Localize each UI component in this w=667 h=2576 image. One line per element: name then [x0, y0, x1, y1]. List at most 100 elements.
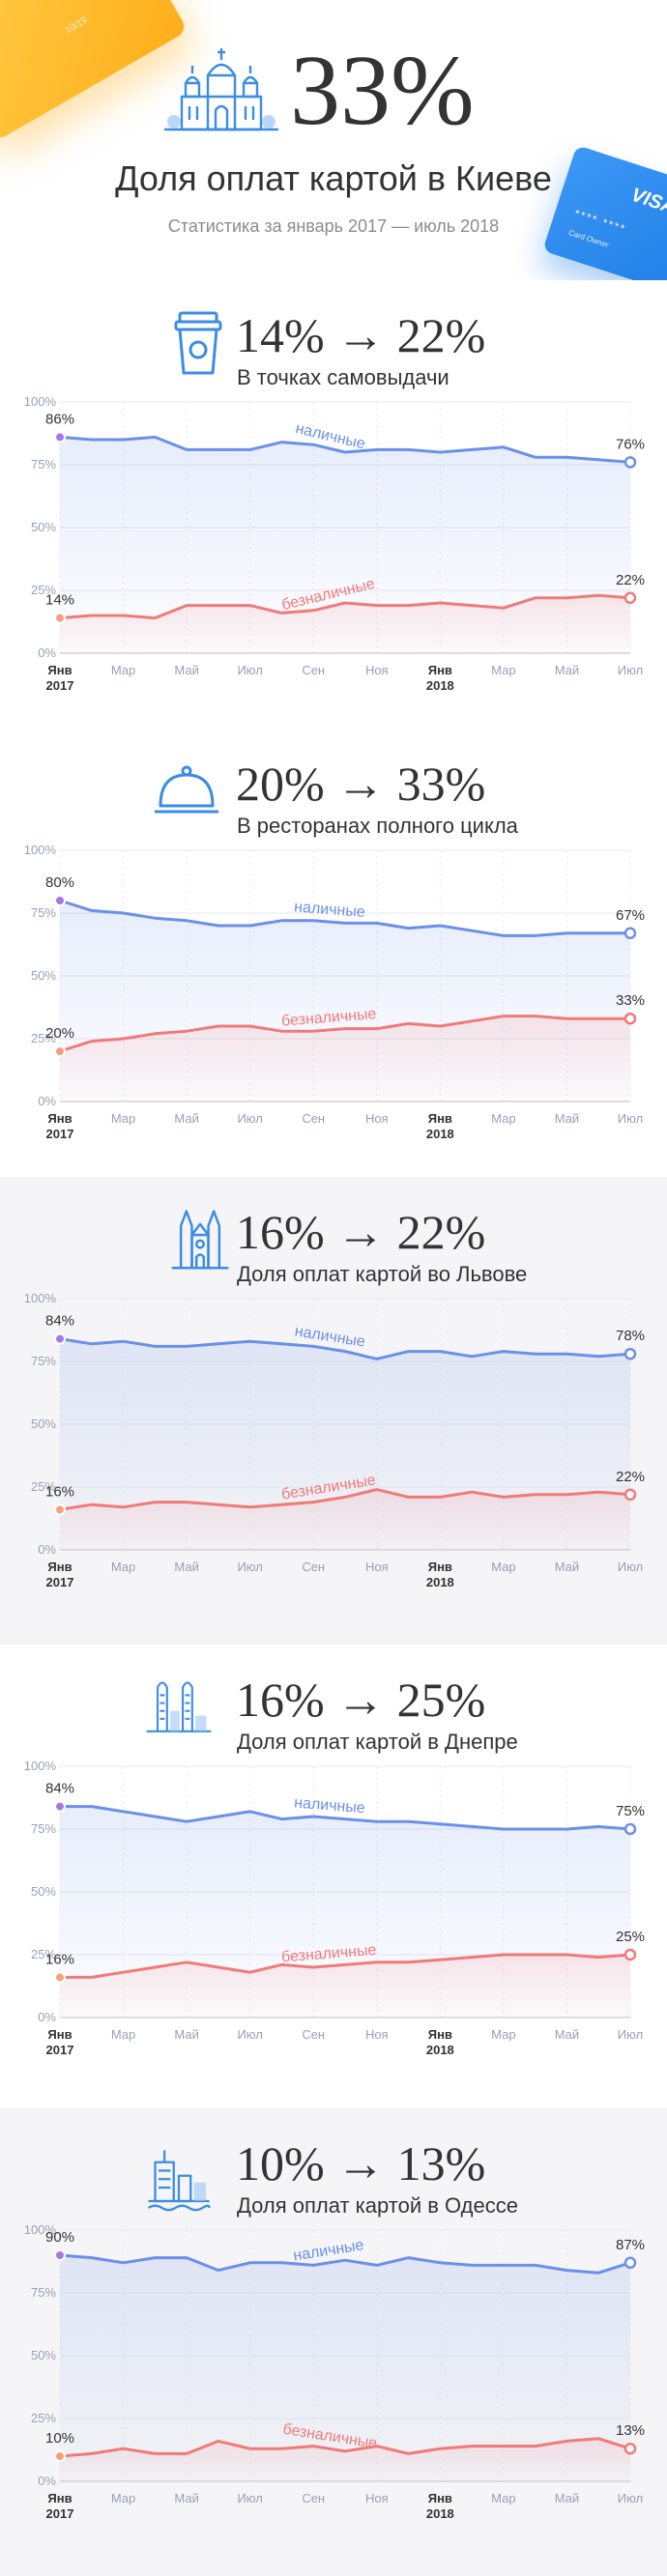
x-tick-label: Июл: [237, 1560, 262, 1574]
cash-line-start-point: [54, 1332, 66, 1345]
x-tick-label: Ноя: [365, 2027, 389, 2042]
y-tick-label: 75%: [31, 905, 56, 920]
section-pickup-points: 14% → 22% В точках самовыдачи 0% 25% 50% 75…: [0, 280, 667, 748]
x-tick-label: Сен: [302, 1560, 325, 1574]
cash-line-end-label: 78%: [616, 1328, 645, 1344]
x-tick-label: Сен: [302, 2027, 325, 2042]
x-tick-label: Мар: [111, 1560, 135, 1574]
hero-big-percentage: 33%: [290, 35, 475, 146]
cloche-icon: [155, 765, 218, 814]
y-tick-label: 75%: [31, 1354, 56, 1368]
y-tick-label: 0%: [38, 2474, 56, 2488]
x-tick-label: Июл: [618, 1560, 643, 1574]
page-title: Доля оплат картой в Киеве: [115, 158, 552, 198]
x-tick-label: Май: [174, 663, 198, 677]
card-line-end-point: [624, 591, 637, 605]
x-tick-label: Май: [174, 2027, 198, 2042]
card-line-start-label: 16%: [45, 1951, 74, 1967]
cash-line-end-label: 67%: [616, 907, 645, 924]
card-line-start-label: 16%: [45, 1483, 74, 1500]
x-tick-label: Мар: [111, 1111, 135, 1126]
x-tick-label: Май: [555, 663, 579, 677]
x-tick-label: Мар: [491, 663, 515, 677]
y-tick-label: 100%: [24, 844, 57, 857]
section-lviv: 16% → 22% Доля оплат картой во Львове 0%…: [0, 1177, 667, 1645]
card-line-start-point: [54, 1971, 66, 1984]
cash-line-area: [60, 2255, 630, 2481]
section-headline: 14% → 22%: [236, 308, 486, 362]
card-line-end-point: [624, 1012, 637, 1025]
card-line: [58, 593, 632, 620]
x-tick-year-label: 2017: [46, 1127, 74, 1141]
x-tick-label: Ноя: [365, 663, 389, 677]
x-tick-label: Мар: [491, 1111, 515, 1126]
x-tick-label: Июл: [618, 1111, 643, 1126]
cash-line-start-point: [54, 895, 66, 906]
y-tick-label: 25%: [31, 1031, 56, 1045]
x-tick-label: Янв: [47, 2491, 72, 2505]
card-line-start-point: [54, 1503, 66, 1516]
hero-header: 10/19 VISA **** **** Card Owner 33% Доля…: [0, 0, 667, 280]
cash-line-series-name: наличные: [294, 1794, 366, 1817]
x-tick-year-label: 2017: [46, 2506, 74, 2521]
card-line-end-label: 22%: [616, 1469, 645, 1485]
card-line: [58, 2437, 632, 2458]
cash-line-start-point: [54, 2249, 66, 2261]
section-subtitle: Доля оплат картой в Одессе: [237, 2193, 518, 2218]
card-line-end-point: [624, 1488, 637, 1502]
y-tick-label: 75%: [31, 2285, 56, 2300]
x-tick-year-label: 2018: [426, 678, 454, 693]
y-tick-label: 50%: [31, 2348, 56, 2362]
x-tick-label: Мар: [111, 2027, 135, 2042]
x-tick-label: Ноя: [365, 2491, 389, 2505]
x-tick-label: Май: [555, 2491, 579, 2505]
cash-line-end-label: 76%: [616, 436, 645, 452]
x-tick-label: Мар: [111, 2491, 135, 2505]
x-tick-label: Июл: [237, 1111, 262, 1126]
x-tick-label: Янв: [428, 1560, 452, 1574]
x-tick-label: Ноя: [365, 1111, 389, 1126]
x-tick-label: Июл: [237, 2491, 262, 2505]
x-tick-label: Янв: [47, 1560, 72, 1574]
yellow-credit-card-decoration: 10/19: [0, 0, 188, 142]
x-tick-label: Июл: [618, 2491, 643, 2505]
y-tick-label: 0%: [38, 1542, 56, 1557]
y-tick-label: 100%: [24, 1293, 57, 1305]
page-subtitle: Статистика за январь 2017 — июль 2018: [167, 216, 500, 236]
card-line-area: [60, 1016, 630, 1102]
y-tick-label: 0%: [38, 645, 56, 660]
card-line-area: [60, 1955, 630, 2018]
cash-line-end-label: 75%: [616, 1803, 645, 1819]
card-line-start-label: 14%: [45, 592, 74, 609]
cash-line: [58, 1337, 632, 1360]
yellow-card-expiry: 10/19: [63, 14, 90, 37]
y-tick-label: 100%: [24, 2224, 57, 2237]
card-line-area: [60, 595, 630, 653]
x-tick-label: Мар: [111, 663, 135, 677]
card-line-start-label: 10%: [45, 2430, 74, 2447]
cash-line: [58, 435, 632, 464]
y-tick-label: 50%: [31, 968, 56, 983]
x-tick-label: Сен: [302, 2491, 325, 2505]
card-line: [58, 1953, 632, 1979]
x-tick-year-label: 2017: [46, 1575, 74, 1589]
y-tick-label: 100%: [24, 1760, 57, 1773]
x-tick-year-label: 2017: [46, 2043, 74, 2057]
x-tick-label: Сен: [302, 663, 325, 677]
section-subtitle: В точках самовыдачи: [237, 365, 450, 389]
y-tick-label: 25%: [31, 2411, 56, 2425]
y-tick-label: 75%: [31, 1821, 56, 1836]
cash-line-start-label: 84%: [45, 1781, 74, 1797]
x-tick-year-label: 2018: [426, 1575, 454, 1589]
x-tick-label: Июл: [237, 663, 262, 677]
section-headline: 10% → 13%: [236, 2136, 486, 2190]
card-line-area: [60, 2438, 630, 2481]
section-subtitle: Доля оплат картой во Львове: [237, 1262, 528, 1286]
x-tick-label: Мар: [491, 2491, 515, 2505]
x-tick-label: Янв: [428, 2491, 452, 2505]
x-tick-label: Янв: [47, 1111, 72, 1126]
